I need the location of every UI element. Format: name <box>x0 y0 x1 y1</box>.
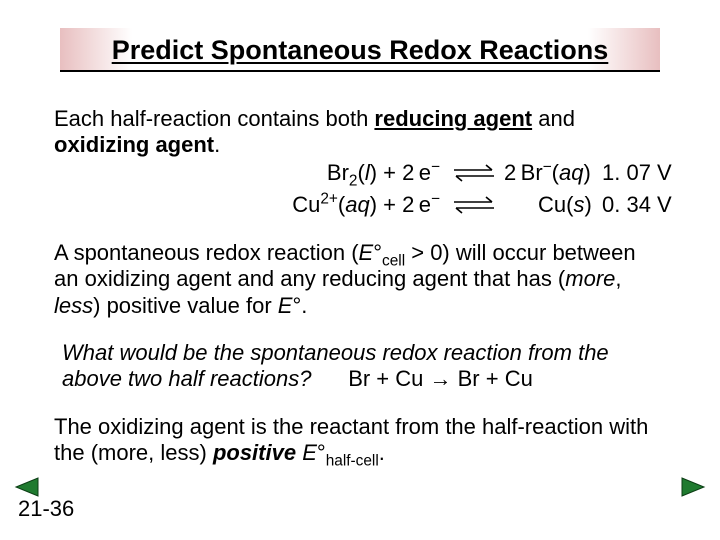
superscript: − <box>431 159 440 176</box>
electron: e <box>419 160 431 185</box>
equation: Br + Cu → Br + Cu <box>318 366 533 391</box>
degree: ° <box>292 293 301 318</box>
next-slide-button[interactable] <box>680 476 706 498</box>
more: more <box>565 266 615 291</box>
half-reaction-2-potential: 0. 34 V <box>602 192 672 218</box>
text: ) <box>583 160 590 185</box>
text: ) + 2 <box>370 192 415 217</box>
phase: s <box>573 192 584 217</box>
conclusion-paragraph: The oxidizing agent is the reactant from… <box>54 414 666 467</box>
degree: ° <box>373 240 382 265</box>
question-paragraph: What would be the spontaneous redox reac… <box>62 340 666 393</box>
E-symbol: E <box>278 293 293 318</box>
text: A spontaneous redox reaction ( <box>54 240 359 265</box>
species: Br <box>458 366 480 391</box>
E-symbol: E <box>359 240 374 265</box>
oxidizing-agent-term: oxidizing agent <box>54 132 214 157</box>
text: Each half-reaction contains both <box>54 106 374 131</box>
phase: aq <box>559 160 583 185</box>
half-reaction-2-right: Cu(s) <box>538 192 592 218</box>
species: Cu <box>395 366 423 391</box>
text: ( <box>552 160 559 185</box>
E-symbol: E <box>302 440 317 465</box>
page-number: 21-36 <box>18 496 74 522</box>
text: ) <box>584 192 591 217</box>
text: ) positive value for <box>93 293 278 318</box>
phase: aq <box>345 192 369 217</box>
previous-slide-button[interactable] <box>14 476 40 498</box>
species: Cu <box>505 366 533 391</box>
equilibrium-arrow-icon <box>452 194 496 216</box>
superscript: − <box>543 159 552 176</box>
degree: ° <box>317 440 326 465</box>
species: Br <box>521 160 543 185</box>
half-reaction-1-left: Br2(l) + 2 e− <box>300 160 440 186</box>
equilibrium-arrow-icon <box>452 162 496 184</box>
text: ( <box>357 160 364 185</box>
species: Br <box>348 366 370 391</box>
electron: e <box>419 192 431 217</box>
superscript: 2+ <box>320 191 338 208</box>
plus: + <box>370 366 395 391</box>
text: Br <box>327 160 349 185</box>
superscript: − <box>431 191 440 208</box>
text: . <box>379 440 385 465</box>
plus: + <box>480 366 505 391</box>
slide-title: Predict Spontaneous Redox Reactions <box>60 28 660 72</box>
explanation-paragraph: A spontaneous redox reaction (E°cell > 0… <box>54 240 666 319</box>
text: , <box>615 266 621 291</box>
text: ) + 2 <box>370 160 415 185</box>
half-reaction-2-left: Cu2+(aq) + 2 e− <box>280 192 440 218</box>
reaction-arrow-icon: → <box>423 366 457 391</box>
text: Cu <box>292 192 320 217</box>
intro-paragraph: Each half-reaction contains both reducin… <box>54 106 666 159</box>
text: . <box>214 132 220 157</box>
subscript: half-cell <box>326 453 379 470</box>
half-reaction-1-right: 2 Br−(aq) <box>504 160 591 186</box>
half-reaction-1-potential: 1. 07 V <box>602 160 672 186</box>
less: less <box>54 293 93 318</box>
species: Cu( <box>538 192 573 217</box>
coeff: 2 <box>504 160 516 185</box>
text: and <box>532 106 575 131</box>
positive-term: positive <box>213 440 296 465</box>
reducing-agent-term: reducing agent <box>374 106 532 131</box>
text: . <box>301 293 307 318</box>
